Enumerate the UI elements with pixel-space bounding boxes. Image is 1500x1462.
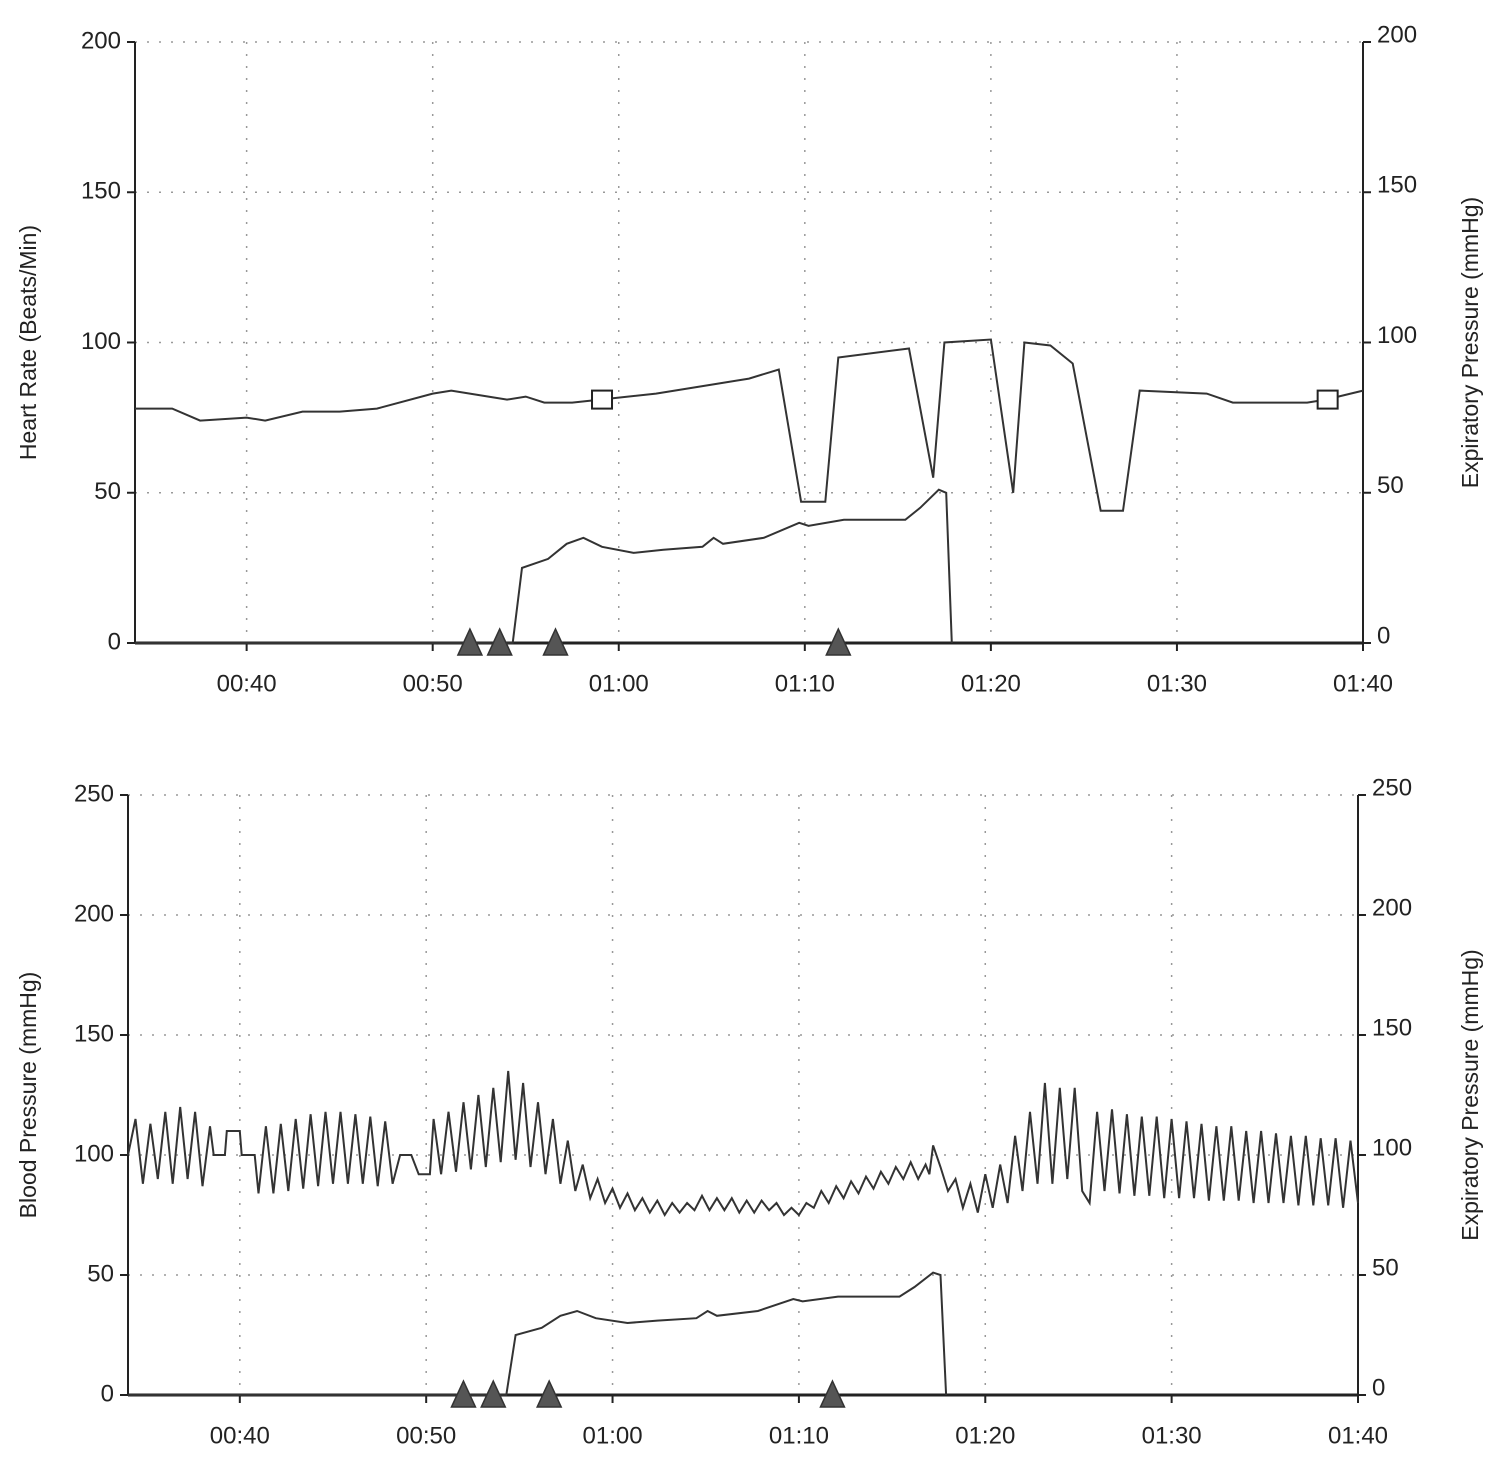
event-marker: [542, 627, 569, 656]
y-tick-label: 100: [81, 328, 121, 355]
y2-tick-label: 50: [1377, 472, 1404, 499]
y2-tick-label: 200: [1372, 894, 1412, 921]
x-tick-label: 00:40: [217, 670, 277, 697]
y-tick-label: 200: [74, 900, 114, 927]
y2-tick-label: 150: [1377, 172, 1417, 199]
event-marker: [819, 1379, 846, 1408]
x-tick-label: 01:00: [583, 1422, 643, 1449]
x-tick-label: 01:40: [1328, 1422, 1388, 1449]
y2-tick-label: 200: [1377, 21, 1417, 48]
y2-tick-label: 0: [1372, 1374, 1385, 1401]
event-marker: [536, 1379, 563, 1408]
y-tick-label: 0: [108, 628, 121, 655]
y2-axis-title: Expiratory Pressure (mmHg): [1457, 949, 1483, 1240]
square-marker: [1316, 389, 1339, 410]
y-tick-label: 50: [94, 478, 121, 505]
event-marker: [486, 627, 513, 656]
square-marker: [591, 389, 614, 410]
y-axis-title: Heart Rate (Beats/Min): [15, 225, 41, 460]
y2-tick-label: 150: [1372, 1014, 1412, 1041]
x-tick-label: 01:30: [1147, 670, 1207, 697]
x-tick-label: 00:50: [396, 1422, 456, 1449]
data-line: [135, 488, 953, 644]
data-line: [127, 1070, 1359, 1218]
data-line: [128, 1271, 948, 1396]
y-tick-label: 0: [101, 1380, 114, 1407]
y2-tick-label: 100: [1372, 1134, 1412, 1161]
x-tick-label: 01:20: [955, 1422, 1015, 1449]
y2-tick-label: 50: [1372, 1254, 1399, 1281]
y2-tick-label: 0: [1377, 622, 1390, 649]
x-tick-label: 01:20: [961, 670, 1021, 697]
x-tick-label: 01:30: [1142, 1422, 1202, 1449]
y-tick-label: 200: [81, 27, 121, 54]
event-marker: [480, 1379, 507, 1408]
y2-axis-title: Expiratory Pressure (mmHg): [1457, 197, 1483, 488]
y-tick-label: 250: [74, 780, 114, 807]
event-marker: [450, 1379, 477, 1408]
x-tick-label: 01:40: [1333, 670, 1393, 697]
x-tick-label: 00:50: [403, 670, 463, 697]
x-tick-label: 00:40: [210, 1422, 270, 1449]
y-tick-label: 100: [74, 1140, 114, 1167]
y-tick-label: 150: [74, 1020, 114, 1047]
x-tick-label: 01:10: [775, 670, 835, 697]
x-tick-label: 01:00: [589, 670, 649, 697]
y-tick-label: 150: [81, 178, 121, 205]
y-axis-title: Blood Pressure (mmHg): [15, 972, 41, 1219]
event-marker: [456, 627, 484, 656]
y2-tick-label: 100: [1377, 322, 1417, 349]
y-tick-label: 50: [87, 1260, 114, 1287]
y2-tick-label: 250: [1372, 774, 1412, 801]
data-line: [135, 338, 1364, 512]
x-tick-label: 01:10: [769, 1422, 829, 1449]
event-marker: [825, 627, 852, 656]
